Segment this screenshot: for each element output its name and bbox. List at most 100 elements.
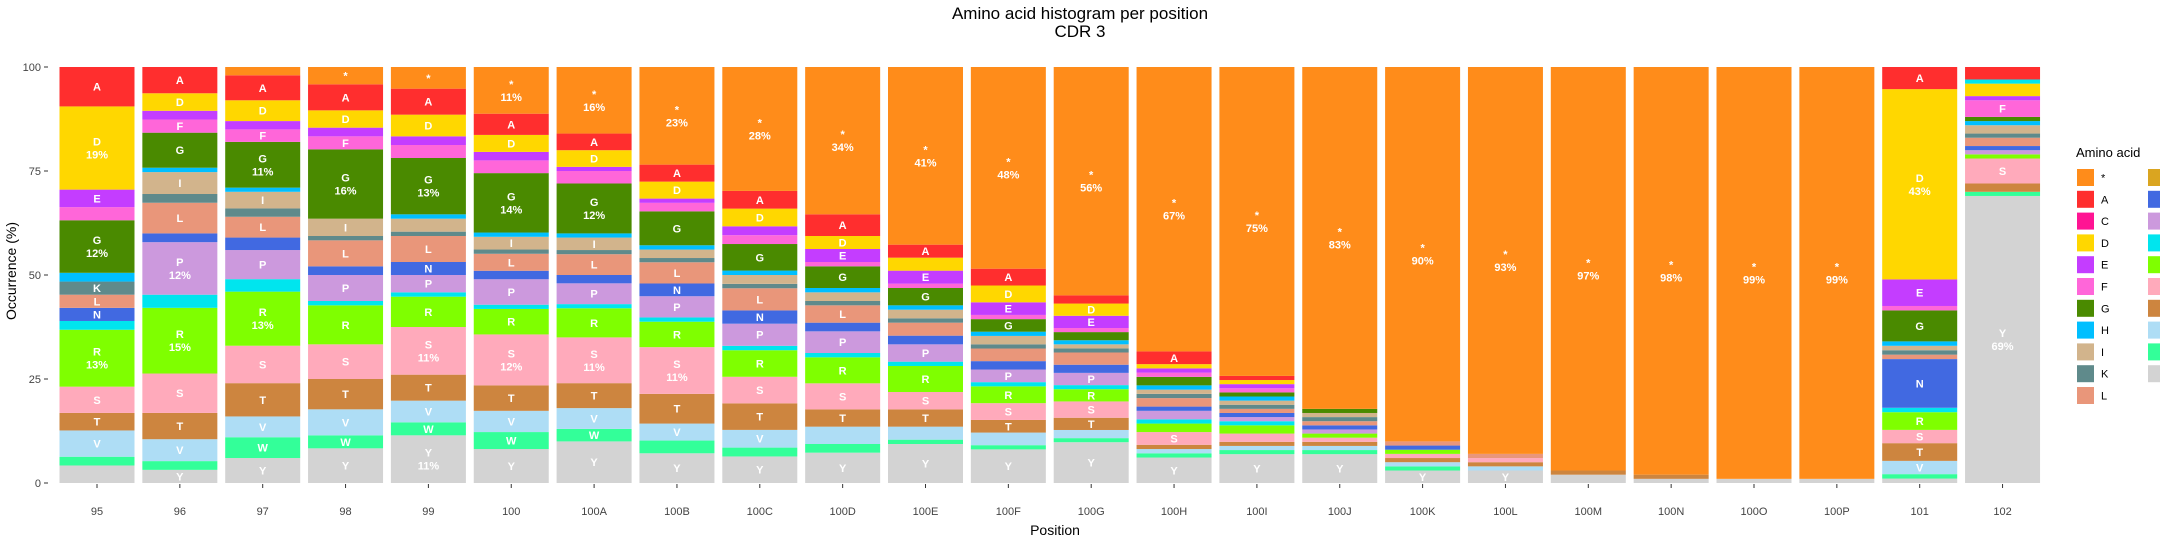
segment-label: E (93, 193, 100, 205)
x-tick-label: 100M (1575, 506, 1603, 518)
segment-label: A (673, 168, 681, 180)
x-tick-label: 100H (1161, 506, 1187, 518)
bar-segment-I (639, 250, 714, 258)
bar-segment-I (1882, 346, 1957, 350)
segment-label: A (839, 220, 847, 232)
bar-stack-100H: YSA*67% (1137, 67, 1212, 483)
segment-label: G (756, 252, 765, 264)
segment-label: N (673, 285, 681, 297)
x-tick-label: 99 (422, 506, 434, 518)
bar-stack-100M: *97% (1551, 67, 1626, 483)
segment-label: Y (1088, 458, 1096, 470)
bar-segment-V (805, 427, 880, 444)
segment-label: * (675, 104, 680, 116)
segment-label: F (1999, 104, 2006, 116)
segment-label: Y (508, 461, 516, 473)
legend-label: C (2101, 216, 2109, 228)
segment-label: T (922, 413, 929, 425)
segment-label: N (1916, 378, 1924, 390)
bar-segment-N (1054, 365, 1129, 373)
bar-segment-N (474, 271, 549, 279)
segment-label: A (1170, 353, 1178, 365)
y-tick-label: 25 (29, 374, 41, 386)
bar-segment-K (722, 284, 797, 288)
segment-label: I (344, 222, 347, 234)
segment-label: 11% (666, 372, 688, 384)
segment-label: Y (1419, 472, 1427, 484)
segment-label: S (1916, 432, 1923, 444)
bar-segment-F (1882, 306, 1957, 310)
legend-swatch (2148, 322, 2160, 339)
segment-label: * (1089, 170, 1094, 182)
segment-label: T (1088, 419, 1095, 431)
bar-stack-100G: YTSRPED*56% (1054, 67, 1129, 483)
segment-label: P (425, 279, 432, 291)
segment-label: W (423, 424, 434, 436)
segment-label: Y (342, 461, 350, 473)
segment-label: G (258, 153, 267, 165)
bar-segment-K (225, 208, 300, 216)
bar-segment-N (1385, 446, 1460, 450)
bar-segment-Q (639, 317, 714, 321)
segment-label: 99% (1826, 274, 1848, 286)
bar-segment-A (1965, 67, 2040, 79)
segment-label: N (756, 312, 764, 324)
bar-segment-H (1965, 121, 2040, 125)
legend-swatch (2077, 169, 2094, 186)
bar-segment-I (1054, 344, 1129, 348)
segment-label: T (176, 421, 183, 433)
segment-label: 90% (1412, 256, 1434, 268)
segment-label: T (674, 404, 681, 416)
bar-segment-V (1219, 446, 1294, 450)
segment-label: P (508, 287, 515, 299)
segment-label: G (424, 175, 433, 187)
segment-label: S (590, 349, 597, 361)
bar-segment-R (1385, 450, 1460, 454)
bar-segment-K (805, 301, 880, 305)
segment-label: * (1338, 226, 1343, 238)
segment-label: 97% (1577, 270, 1599, 282)
bar-segment-P (1137, 411, 1212, 419)
x-tick-label: 101 (1911, 506, 1929, 518)
bar-segment-L (1882, 355, 1957, 359)
bar-segment-W (971, 445, 1046, 449)
segment-label: 11% (501, 92, 523, 104)
bar-segment-I (1219, 401, 1294, 405)
bar-segment-T (1219, 442, 1294, 446)
segment-label: A (1916, 73, 1924, 85)
segment-label: 69% (1992, 341, 2014, 353)
x-tick-label: 100I (1246, 506, 1267, 518)
segment-label: R (839, 365, 847, 377)
segment-label: N (424, 264, 432, 276)
segment-label: S (922, 396, 929, 408)
segment-label: Y (1502, 472, 1510, 484)
segment-label: S (508, 348, 515, 360)
bar-segment-V (1468, 466, 1543, 470)
legend-item-T: T (2148, 300, 2160, 317)
segment-label: P (756, 330, 763, 342)
segment-label: * (1586, 257, 1591, 269)
segment-label: V (1916, 463, 1924, 475)
segment-label: S (176, 388, 183, 400)
segment-label: A (590, 137, 598, 149)
segment-label: V (425, 407, 433, 419)
segment-label: L (839, 309, 846, 321)
segment-label: T (94, 417, 101, 429)
segment-label: R (176, 329, 184, 341)
segment-label: A (259, 83, 267, 95)
legend-item-R: R (2148, 256, 2160, 273)
bar-segment-P (1219, 417, 1294, 421)
bar-segment-E (391, 136, 466, 145)
legend-label: I (2101, 347, 2104, 359)
segment-label: 13% (86, 360, 108, 372)
bar-segment-W (722, 448, 797, 457)
segment-label: T (756, 412, 763, 424)
legend-swatch (2077, 322, 2094, 339)
bar-stack-96: YVTSR15%P12%LIGFDA (142, 67, 217, 483)
bar-segment-K (1137, 394, 1212, 398)
bar-segment-Y (60, 465, 135, 483)
segment-label: 12% (583, 210, 605, 222)
segment-label: N (93, 309, 101, 321)
legend-item-S: S (2148, 278, 2160, 295)
x-tick-label: 98 (339, 506, 351, 518)
